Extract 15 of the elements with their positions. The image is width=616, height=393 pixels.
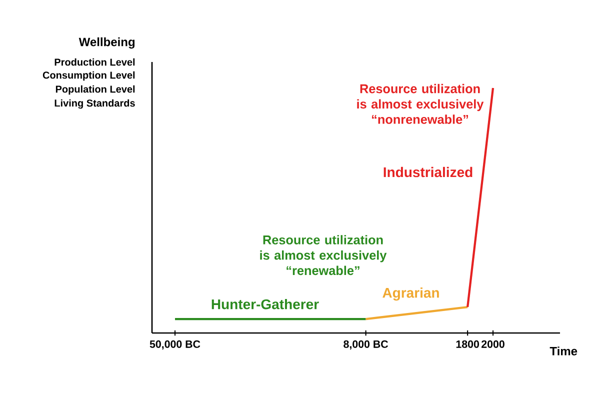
annotation: Resource utilization is almost exclusively “renewable”: [260, 235, 387, 276]
series-label: Hunter-Gatherer: [212, 298, 319, 310]
annotation: Resource utilization is almost exclusively “nonrenewable”: [357, 84, 484, 124]
x-tick-label: 8,000 BC: [344, 340, 388, 350]
x-axis-title: Time: [550, 346, 578, 356]
text: Production Level: [54, 58, 135, 66]
series-label: Industrialized: [384, 166, 472, 178]
x-tick-label: 50,000 BC: [150, 340, 200, 350]
series-label: Agrarian: [382, 287, 439, 301]
y-axis-title: Wellbeing: [78, 37, 134, 49]
text: Living Standards: [54, 99, 135, 109]
x-tick-label: 1800: [456, 340, 479, 348]
text: Population Level: [56, 85, 135, 95]
x-tick-label: 2000: [482, 340, 504, 348]
text: Consumption Level: [42, 71, 135, 81]
